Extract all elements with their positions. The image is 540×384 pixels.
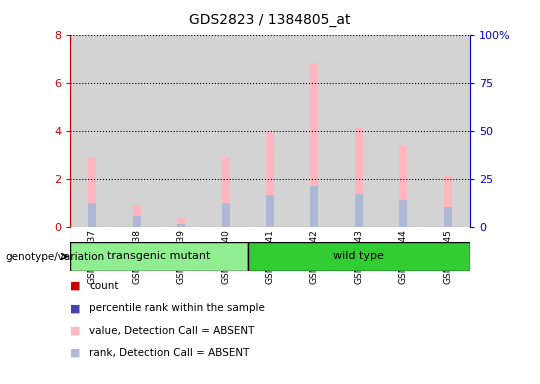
Bar xyxy=(426,35,470,227)
Bar xyxy=(133,216,141,227)
Bar xyxy=(248,35,292,227)
Bar xyxy=(221,158,229,227)
Text: ■: ■ xyxy=(70,326,80,336)
Text: transgenic mutant: transgenic mutant xyxy=(107,251,211,262)
Text: percentile rank within the sample: percentile rank within the sample xyxy=(89,303,265,313)
Text: ■: ■ xyxy=(70,348,80,358)
Bar xyxy=(266,131,274,227)
Bar xyxy=(443,176,451,227)
Bar xyxy=(70,35,114,227)
Text: rank, Detection Call = ABSENT: rank, Detection Call = ABSENT xyxy=(89,348,249,358)
Text: genotype/variation: genotype/variation xyxy=(5,252,105,262)
Bar xyxy=(204,35,248,227)
Bar xyxy=(310,63,319,227)
Text: value, Detection Call = ABSENT: value, Detection Call = ABSENT xyxy=(89,326,254,336)
Bar xyxy=(114,35,159,227)
Bar xyxy=(381,35,426,227)
Text: ■: ■ xyxy=(70,281,80,291)
Bar xyxy=(266,195,274,227)
Bar xyxy=(292,35,336,227)
Text: ■: ■ xyxy=(70,303,80,313)
Bar xyxy=(355,194,363,227)
Bar xyxy=(355,128,363,227)
Bar xyxy=(310,186,319,227)
Bar xyxy=(133,205,141,227)
Bar xyxy=(399,200,407,227)
Text: wild type: wild type xyxy=(333,251,384,262)
Text: count: count xyxy=(89,281,119,291)
Bar xyxy=(443,207,451,227)
Bar xyxy=(177,218,185,227)
Bar xyxy=(336,35,381,227)
Bar xyxy=(177,224,185,227)
Bar xyxy=(159,35,204,227)
Bar xyxy=(248,242,470,271)
Bar xyxy=(89,203,97,227)
Text: GDS2823 / 1384805_at: GDS2823 / 1384805_at xyxy=(189,13,351,27)
Bar xyxy=(89,157,97,227)
Bar xyxy=(70,242,248,271)
Bar xyxy=(221,203,229,227)
Bar xyxy=(399,146,407,227)
